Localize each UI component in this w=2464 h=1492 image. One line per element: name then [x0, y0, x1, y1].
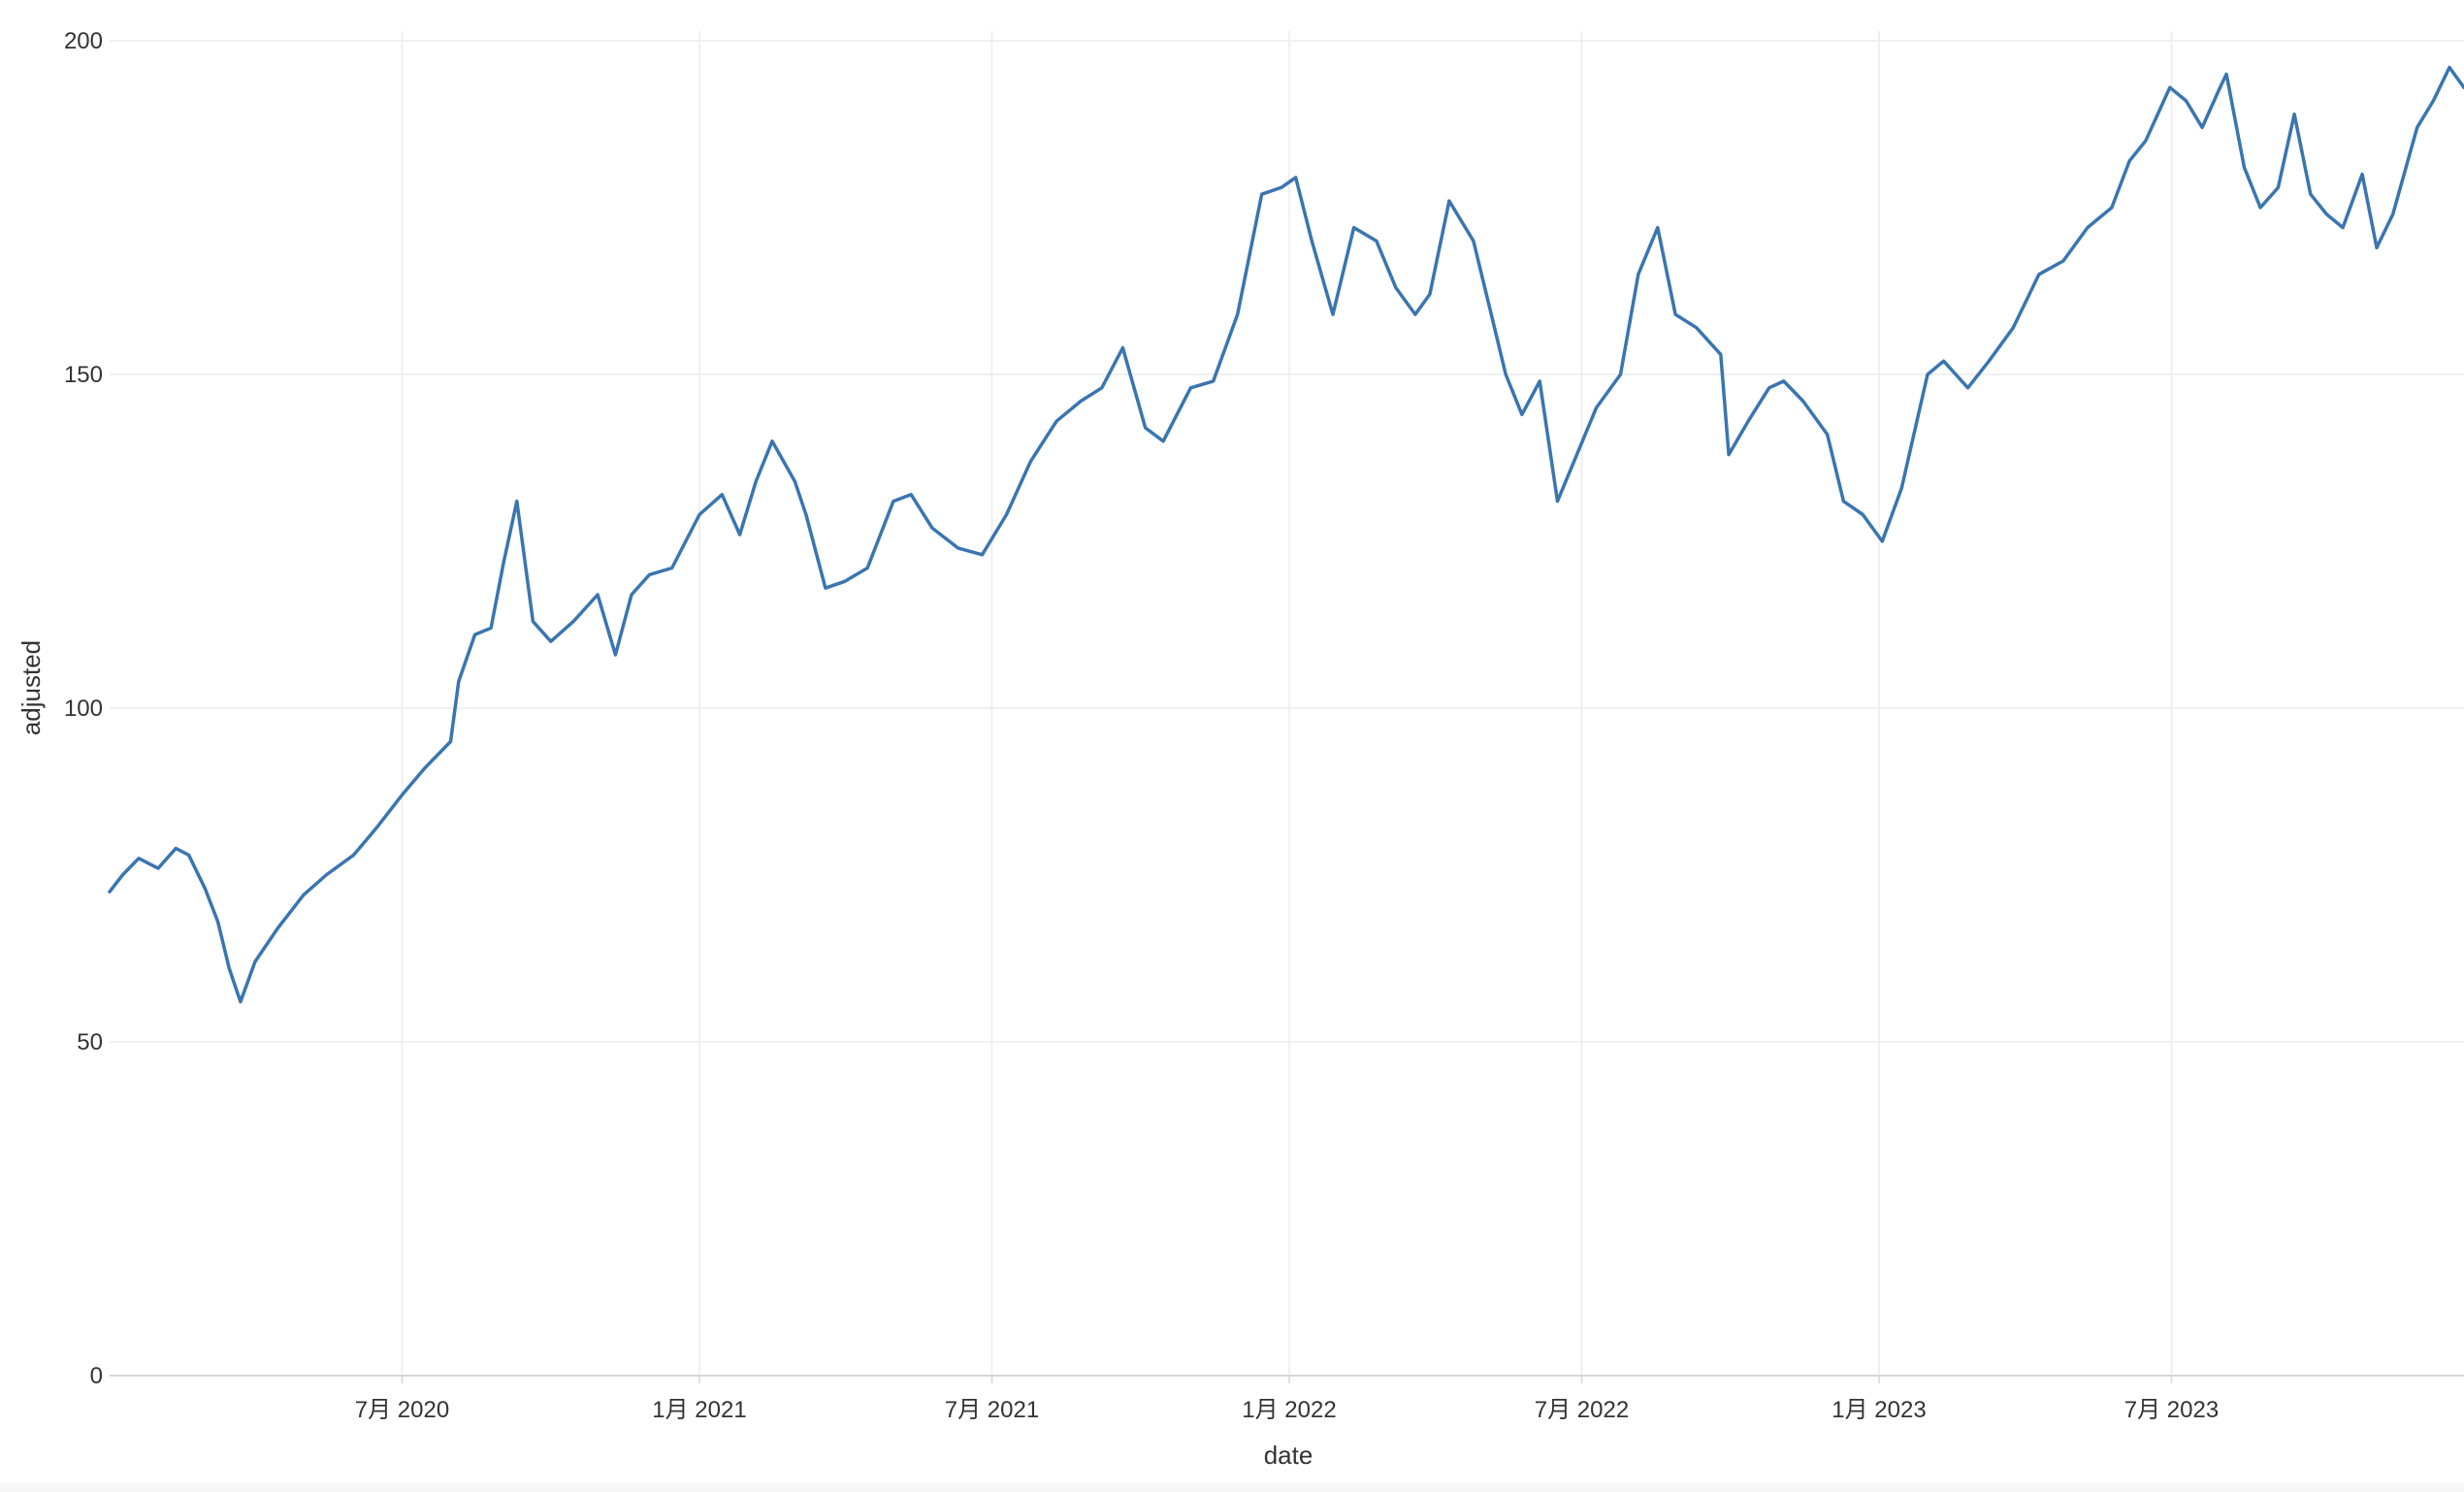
x-tick-label: 7月 2022 — [1535, 1397, 1629, 1423]
y-tick-label: 50 — [77, 1029, 103, 1055]
x-tick-label: 1月 2022 — [1242, 1397, 1336, 1423]
series-layer — [108, 65, 2464, 1004]
grid-lines — [110, 31, 2464, 1376]
x-tick-label: 7月 2021 — [945, 1397, 1039, 1423]
x-tick-label: 7月 2020 — [355, 1397, 449, 1423]
series-line-0 — [108, 65, 2464, 1004]
x-tick-label: 1月 2023 — [1832, 1397, 1926, 1423]
x-axis-title: date — [1264, 1441, 1313, 1470]
y-tick-label: 150 — [64, 362, 103, 388]
y-tick-label: 0 — [90, 1363, 103, 1389]
axes — [110, 1375, 2464, 1383]
y-tick-label: 200 — [64, 28, 103, 54]
x-tick-label: 1月 2021 — [652, 1397, 746, 1423]
x-tick-label: 7月 2023 — [2124, 1397, 2219, 1423]
y-tick-label: 100 — [64, 696, 103, 722]
y-axis-title: adjusted — [16, 640, 46, 735]
tick-labels: 0 50 100 150 200 7月 2020 1月 2021 7月 2021 1月 2022… — [64, 28, 2219, 1423]
